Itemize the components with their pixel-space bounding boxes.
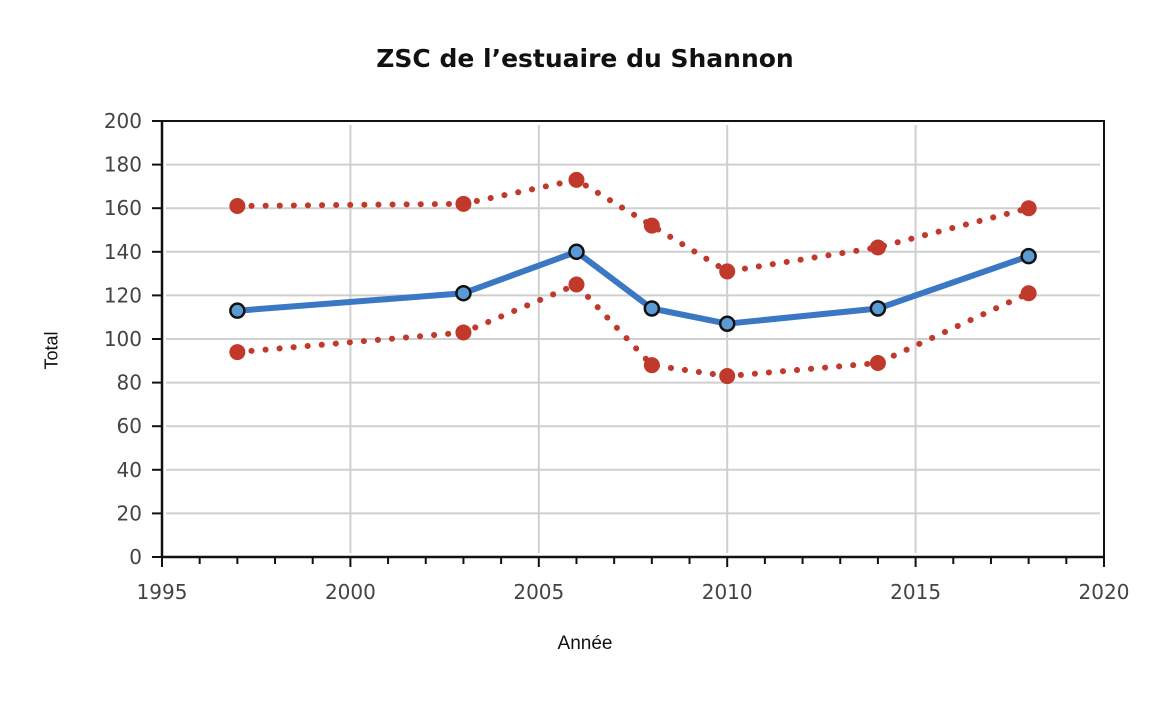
blue-circle-marker bbox=[568, 243, 585, 261]
y-tick-label: 20 bbox=[117, 501, 142, 525]
blue-circle-marker bbox=[455, 284, 472, 302]
tick-labels: 0 20 40 60 80 100 120 140 160 180 200 1995 2000 2005 2… bbox=[104, 109, 1130, 604]
red-circle-marker bbox=[229, 344, 246, 361]
gridlines bbox=[166, 125, 1100, 553]
red-circle-marker bbox=[1020, 285, 1037, 302]
red-circle-marker bbox=[455, 195, 472, 212]
axes bbox=[152, 120, 1105, 567]
y-tick-label: 100 bbox=[104, 327, 142, 351]
chart-title: ZSC de l’estuaire du Shannon bbox=[376, 44, 794, 73]
red-circle-marker bbox=[1020, 200, 1037, 217]
data-series bbox=[229, 171, 1037, 385]
red-circle-marker bbox=[568, 171, 585, 188]
red-circle-marker bbox=[568, 276, 585, 293]
blue-circle-marker bbox=[643, 300, 661, 317]
blue-circle-marker bbox=[869, 300, 887, 317]
red-circle-marker bbox=[643, 217, 660, 234]
blue-circle-marker bbox=[229, 302, 246, 319]
red-circle-marker bbox=[869, 239, 886, 256]
red-circle-marker bbox=[229, 198, 246, 215]
x-tick-label: 2020 bbox=[1079, 580, 1130, 604]
x-tick-label: 2000 bbox=[325, 580, 376, 604]
blue-circle-marker bbox=[718, 315, 736, 332]
y-tick-label: 60 bbox=[117, 414, 142, 438]
red-circle-marker bbox=[719, 368, 736, 385]
y-tick-label: 40 bbox=[117, 458, 142, 482]
y-tick-label: 160 bbox=[104, 196, 142, 220]
y-tick-label: 140 bbox=[104, 240, 142, 264]
dotted-series-line bbox=[234, 176, 1032, 275]
y-tick-label: 120 bbox=[104, 283, 142, 307]
x-tick-label: 2015 bbox=[890, 580, 941, 604]
x-tick-label: 1995 bbox=[137, 580, 188, 604]
blue-circle-marker bbox=[1020, 247, 1037, 265]
y-tick-label: 80 bbox=[117, 371, 142, 395]
red-circle-marker bbox=[455, 324, 472, 341]
x-tick-label: 2010 bbox=[702, 580, 753, 604]
red-circle-marker bbox=[869, 354, 886, 371]
solid-series-line bbox=[237, 248, 1030, 327]
x-axis-label: Année bbox=[557, 633, 613, 654]
x-tick-label: 2005 bbox=[513, 580, 564, 604]
y-tick-label: 180 bbox=[104, 153, 142, 177]
y-tick-label: 0 bbox=[129, 545, 142, 569]
red-circle-marker bbox=[643, 357, 660, 374]
red-circle-marker bbox=[719, 263, 736, 280]
y-tick-label: 200 bbox=[104, 109, 142, 133]
